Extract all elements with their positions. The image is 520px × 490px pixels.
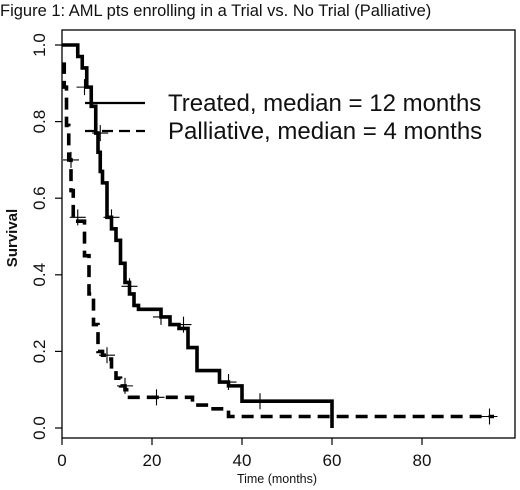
- x-tick-label: 0: [57, 451, 66, 470]
- x-tick-label: 40: [233, 451, 252, 470]
- censor-mark: [92, 125, 109, 142]
- censor-mark: [252, 393, 268, 410]
- y-tick-label: 1.0: [30, 33, 49, 57]
- censor-mark: [76, 79, 93, 96]
- y-tick-label: 0.2: [30, 340, 49, 364]
- censor-mark: [117, 377, 133, 394]
- censor-mark: [153, 308, 169, 325]
- censor-mark: [63, 151, 79, 168]
- censor-mark: [121, 278, 138, 295]
- figure-title: Figure 1: AML pts enrolling in a Trial v…: [0, 2, 432, 20]
- y-tick-label: 0.8: [30, 110, 49, 134]
- x-tick-label: 60: [323, 451, 342, 470]
- series-line-palliative: [62, 62, 494, 419]
- legend-label: Palliative, median = 4 months: [168, 118, 482, 145]
- x-tick-label: 20: [143, 451, 162, 470]
- censor-mark: [220, 374, 237, 391]
- y-tick-label: 0.4: [30, 263, 49, 287]
- series-layer: [62, 43, 498, 428]
- y-tick-label: 0.6: [30, 186, 49, 210]
- censor-mark: [69, 209, 86, 226]
- censor-mark: [103, 209, 120, 226]
- censor-mark: [175, 316, 192, 333]
- censor-mark: [99, 347, 115, 364]
- y-axis: 0.0 0.2 0.4 0.6 0.8 1.0: [30, 33, 62, 440]
- x-axis-label: Time (months): [237, 472, 317, 486]
- y-axis-label: Survival: [4, 209, 21, 267]
- x-tick-label: 80: [413, 451, 432, 470]
- plot-frame: [61, 29, 516, 439]
- legend-label: Treated, median = 12 months: [168, 90, 481, 117]
- series-line-treated: [62, 43, 334, 428]
- censor-mark: [481, 408, 498, 425]
- y-tick-label: 0.0: [30, 416, 49, 440]
- censor-mark: [148, 389, 165, 406]
- x-axis: 0 20 40 60 80: [57, 438, 431, 470]
